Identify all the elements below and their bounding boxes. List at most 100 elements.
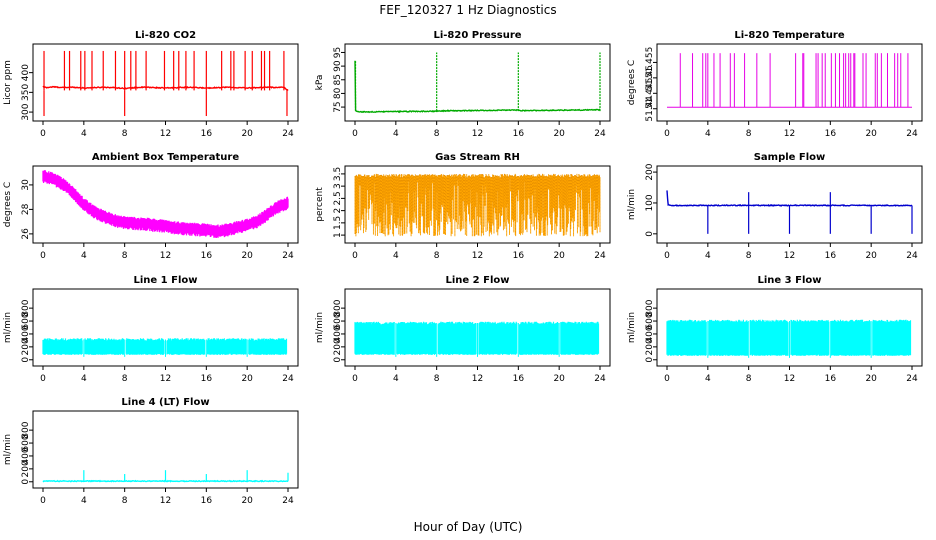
figure-title: FEF_120327 1 Hz Diagnostics: [379, 3, 556, 17]
y-tick-label: 75: [333, 101, 343, 112]
x-tick-label: 0: [40, 251, 46, 261]
plot-frame: [32, 165, 299, 244]
x-tick-label: 0: [40, 129, 46, 139]
x-tick-label: 4: [705, 251, 711, 261]
y-tick-label: 800: [645, 299, 655, 316]
chart-panel: Line 2 Flow ml/min 0 4 8 12 16 20 24 0 20040060080…: [315, 275, 611, 384]
series-line: [42, 85, 289, 92]
y-tick-label: 400: [21, 325, 31, 342]
x-tick-label: 20: [865, 251, 877, 261]
y-axis-label: ml/min: [315, 312, 325, 343]
y-tick-label: 0: [21, 479, 31, 485]
x-tick-label: 16: [201, 129, 213, 139]
y-tick-label: 0: [645, 357, 655, 363]
x-tick-label: 12: [472, 129, 483, 139]
x-tick-label: 8: [122, 496, 128, 506]
y-tick-label: 800: [21, 421, 31, 438]
y-tick-label: 2: [333, 208, 343, 214]
x-tick-label: 8: [434, 251, 440, 261]
x-tick-label: 4: [81, 251, 87, 261]
data-layer: [667, 53, 912, 108]
x-tick-label: 20: [241, 496, 253, 506]
x-tick-label: 12: [784, 129, 795, 139]
y-tick-label: 600: [21, 434, 31, 451]
x-tick-label: 24: [906, 251, 918, 261]
x-tick-label: 4: [705, 129, 711, 139]
x-tick-label: 24: [594, 129, 606, 139]
y-tick-label: 200: [21, 338, 31, 355]
y-tick-label: 100: [645, 194, 655, 211]
y-tick-label: 0: [21, 357, 31, 363]
x-tick-label: 12: [160, 374, 171, 384]
plot-frame: [656, 43, 923, 122]
y-tick-label: 400: [645, 325, 655, 342]
y-axis-label: ml/min: [3, 434, 13, 465]
y-tick-label: 51.44: [645, 96, 655, 122]
panel-title: Gas Stream RH: [435, 152, 520, 163]
y-axis-label: percent: [315, 187, 325, 222]
plot-frame: [32, 43, 299, 122]
y-tick-label: 1: [333, 232, 343, 238]
x-tick-label: 12: [472, 374, 483, 384]
data-layer: [42, 50, 289, 117]
x-tick-label: 8: [746, 129, 752, 139]
x-tick-label: 8: [122, 374, 128, 384]
chart-panel: Line 3 Flow ml/min 0 4 8 12 16 20 24 0 20040060080…: [627, 275, 923, 384]
x-tick-label: 0: [352, 251, 358, 261]
data-layer: [42, 338, 288, 357]
y-tick-label: 350: [21, 84, 31, 101]
y-tick-label: 200: [645, 338, 655, 355]
flow-band: [354, 321, 600, 355]
panel-title: Line 3 Flow: [758, 275, 822, 286]
x-tick-label: 20: [865, 129, 877, 139]
rh-band-texture: [354, 173, 601, 237]
y-tick-label: 0: [645, 231, 655, 237]
x-tick-label: 16: [825, 251, 837, 261]
x-tick-label: 16: [201, 251, 213, 261]
x-tick-label: 20: [553, 129, 565, 139]
y-tick-label: 400: [21, 64, 31, 81]
y-tick-label: 3: [333, 183, 343, 189]
y-tick-label: 600: [21, 312, 31, 329]
data-layer: [354, 321, 600, 357]
x-tick-label: 8: [122, 251, 128, 261]
y-tick-label: 800: [21, 299, 31, 316]
x-tick-label: 20: [241, 251, 253, 261]
flow-band: [666, 319, 912, 356]
y-tick-label: 800: [333, 299, 343, 316]
x-tick-label: 24: [282, 374, 294, 384]
y-axis-label: kPa: [315, 75, 325, 91]
x-tick-label: 12: [784, 251, 795, 261]
x-tick-label: 0: [40, 374, 46, 384]
x-tick-label: 20: [241, 129, 253, 139]
x-tick-label: 16: [825, 374, 837, 384]
data-layer: [666, 319, 912, 358]
x-tick-label: 8: [434, 129, 440, 139]
y-tick-label: 90: [333, 60, 343, 72]
chart-panel: Line 1 Flow ml/min 0 4 8 12 16 20 24 0 20040060080…: [3, 275, 299, 384]
x-tick-label: 12: [784, 374, 795, 384]
x-tick-label: 24: [282, 129, 294, 139]
x-tick-label: 24: [906, 374, 918, 384]
x-tick-label: 20: [241, 374, 253, 384]
y-axis-label: degrees C: [3, 182, 13, 227]
data-layer: [354, 52, 601, 114]
data-layer: [354, 173, 601, 237]
panel-title: Li-820 Pressure: [433, 30, 521, 41]
y-tick-label: 85: [333, 74, 343, 85]
x-tick-label: 4: [393, 374, 399, 384]
y-tick-label: 600: [645, 312, 655, 329]
x-tick-label: 24: [594, 251, 606, 261]
y-tick-label: 30: [21, 179, 31, 191]
x-tick-label: 20: [553, 251, 565, 261]
y-tick-label: 51.45: [645, 65, 655, 91]
panel-title: Ambient Box Temperature: [92, 152, 239, 163]
panel-title: Li-820 CO2: [135, 30, 196, 41]
x-tick-label: 16: [201, 496, 213, 506]
x-tick-label: 20: [553, 374, 565, 384]
x-tick-label: 24: [282, 496, 294, 506]
y-tick-label: 600: [333, 312, 343, 329]
y-tick-label: 51.455: [645, 47, 655, 79]
